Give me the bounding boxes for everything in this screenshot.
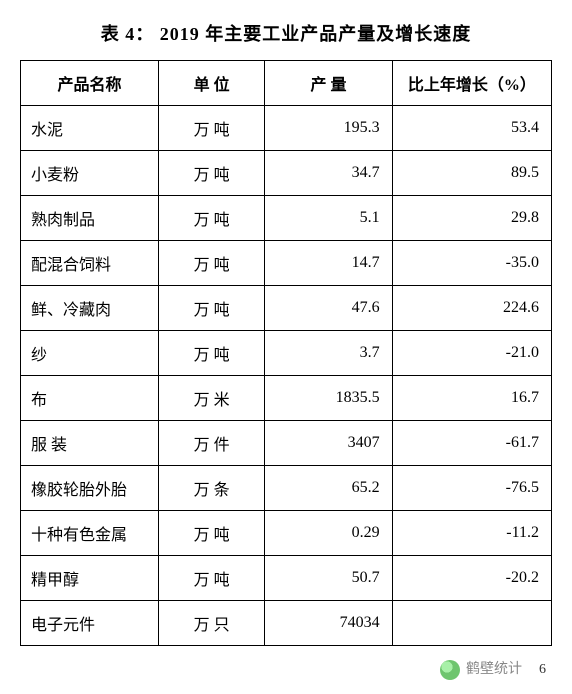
cell-unit: 万 吨 [159,511,265,556]
table-row: 鲜、冷藏肉万 吨47.6224.6 [21,286,552,331]
cell-unit: 万 只 [159,601,265,646]
table-row: 纱万 吨3.7-21.0 [21,331,552,376]
cell-unit: 万 吨 [159,106,265,151]
production-table: 产品名称 单 位 产 量 比上年增长（%） 水泥万 吨195.353.4小麦粉万… [20,60,552,646]
cell-qty: 14.7 [265,241,392,286]
cell-growth: -76.5 [392,466,551,511]
cell-name: 橡胶轮胎外胎 [21,466,159,511]
table-row: 精甲醇万 吨50.7-20.2 [21,556,552,601]
cell-growth: 53.4 [392,106,551,151]
cell-unit: 万 米 [159,376,265,421]
cell-qty: 1835.5 [265,376,392,421]
table-row: 布万 米1835.516.7 [21,376,552,421]
cell-qty: 3407 [265,421,392,466]
cell-unit: 万 条 [159,466,265,511]
cell-name: 服 装 [21,421,159,466]
cell-qty: 3.7 [265,331,392,376]
cell-name: 精甲醇 [21,556,159,601]
table-row: 电子元件万 只74034 [21,601,552,646]
cell-qty: 74034 [265,601,392,646]
cell-name: 布 [21,376,159,421]
cell-qty: 5.1 [265,196,392,241]
cell-unit: 万 吨 [159,286,265,331]
cell-qty: 50.7 [265,556,392,601]
table-row: 服 装万 件3407-61.7 [21,421,552,466]
cell-growth: -21.0 [392,331,551,376]
cell-qty: 195.3 [265,106,392,151]
cell-growth: -11.2 [392,511,551,556]
table-header-row: 产品名称 单 位 产 量 比上年增长（%） [21,61,552,106]
cell-name: 鲜、冷藏肉 [21,286,159,331]
cell-name: 熟肉制品 [21,196,159,241]
source-label: 鹤壁统计 [466,658,522,678]
cell-unit: 万 吨 [159,196,265,241]
cell-unit: 万 吨 [159,241,265,286]
cell-name: 小麦粉 [21,151,159,196]
cell-growth: 16.7 [392,376,551,421]
cell-growth: -61.7 [392,421,551,466]
cell-name: 水泥 [21,106,159,151]
table-row: 小麦粉万 吨34.789.5 [21,151,552,196]
col-qty: 产 量 [265,61,392,106]
cell-qty: 34.7 [265,151,392,196]
table-row: 十种有色金属万 吨0.29-11.2 [21,511,552,556]
table-row: 橡胶轮胎外胎万 条65.2-76.5 [21,466,552,511]
cell-qty: 65.2 [265,466,392,511]
cell-qty: 0.29 [265,511,392,556]
col-name: 产品名称 [21,61,159,106]
cell-name: 十种有色金属 [21,511,159,556]
page-footer: 鹤壁统计 6 [20,652,552,678]
table-row: 熟肉制品万 吨5.129.8 [21,196,552,241]
cell-unit: 万 件 [159,421,265,466]
cell-growth: -20.2 [392,556,551,601]
table-title: 表 4： 2019 年主要工业产品产量及增长速度 [20,20,552,46]
table-row: 水泥万 吨195.353.4 [21,106,552,151]
cell-growth [392,601,551,646]
cell-unit: 万 吨 [159,556,265,601]
cell-growth: 89.5 [392,151,551,196]
cell-unit: 万 吨 [159,331,265,376]
cell-name: 纱 [21,331,159,376]
col-growth: 比上年增长（%） [392,61,551,106]
table-row: 配混合饲料万 吨14.7-35.0 [21,241,552,286]
cell-name: 电子元件 [21,601,159,646]
col-unit: 单 位 [159,61,265,106]
page-number: 6 [539,662,546,678]
cell-qty: 47.6 [265,286,392,331]
cell-growth: 29.8 [392,196,551,241]
cell-name: 配混合饲料 [21,241,159,286]
source-logo-icon [440,660,460,680]
cell-growth: -35.0 [392,241,551,286]
cell-growth: 224.6 [392,286,551,331]
cell-unit: 万 吨 [159,151,265,196]
